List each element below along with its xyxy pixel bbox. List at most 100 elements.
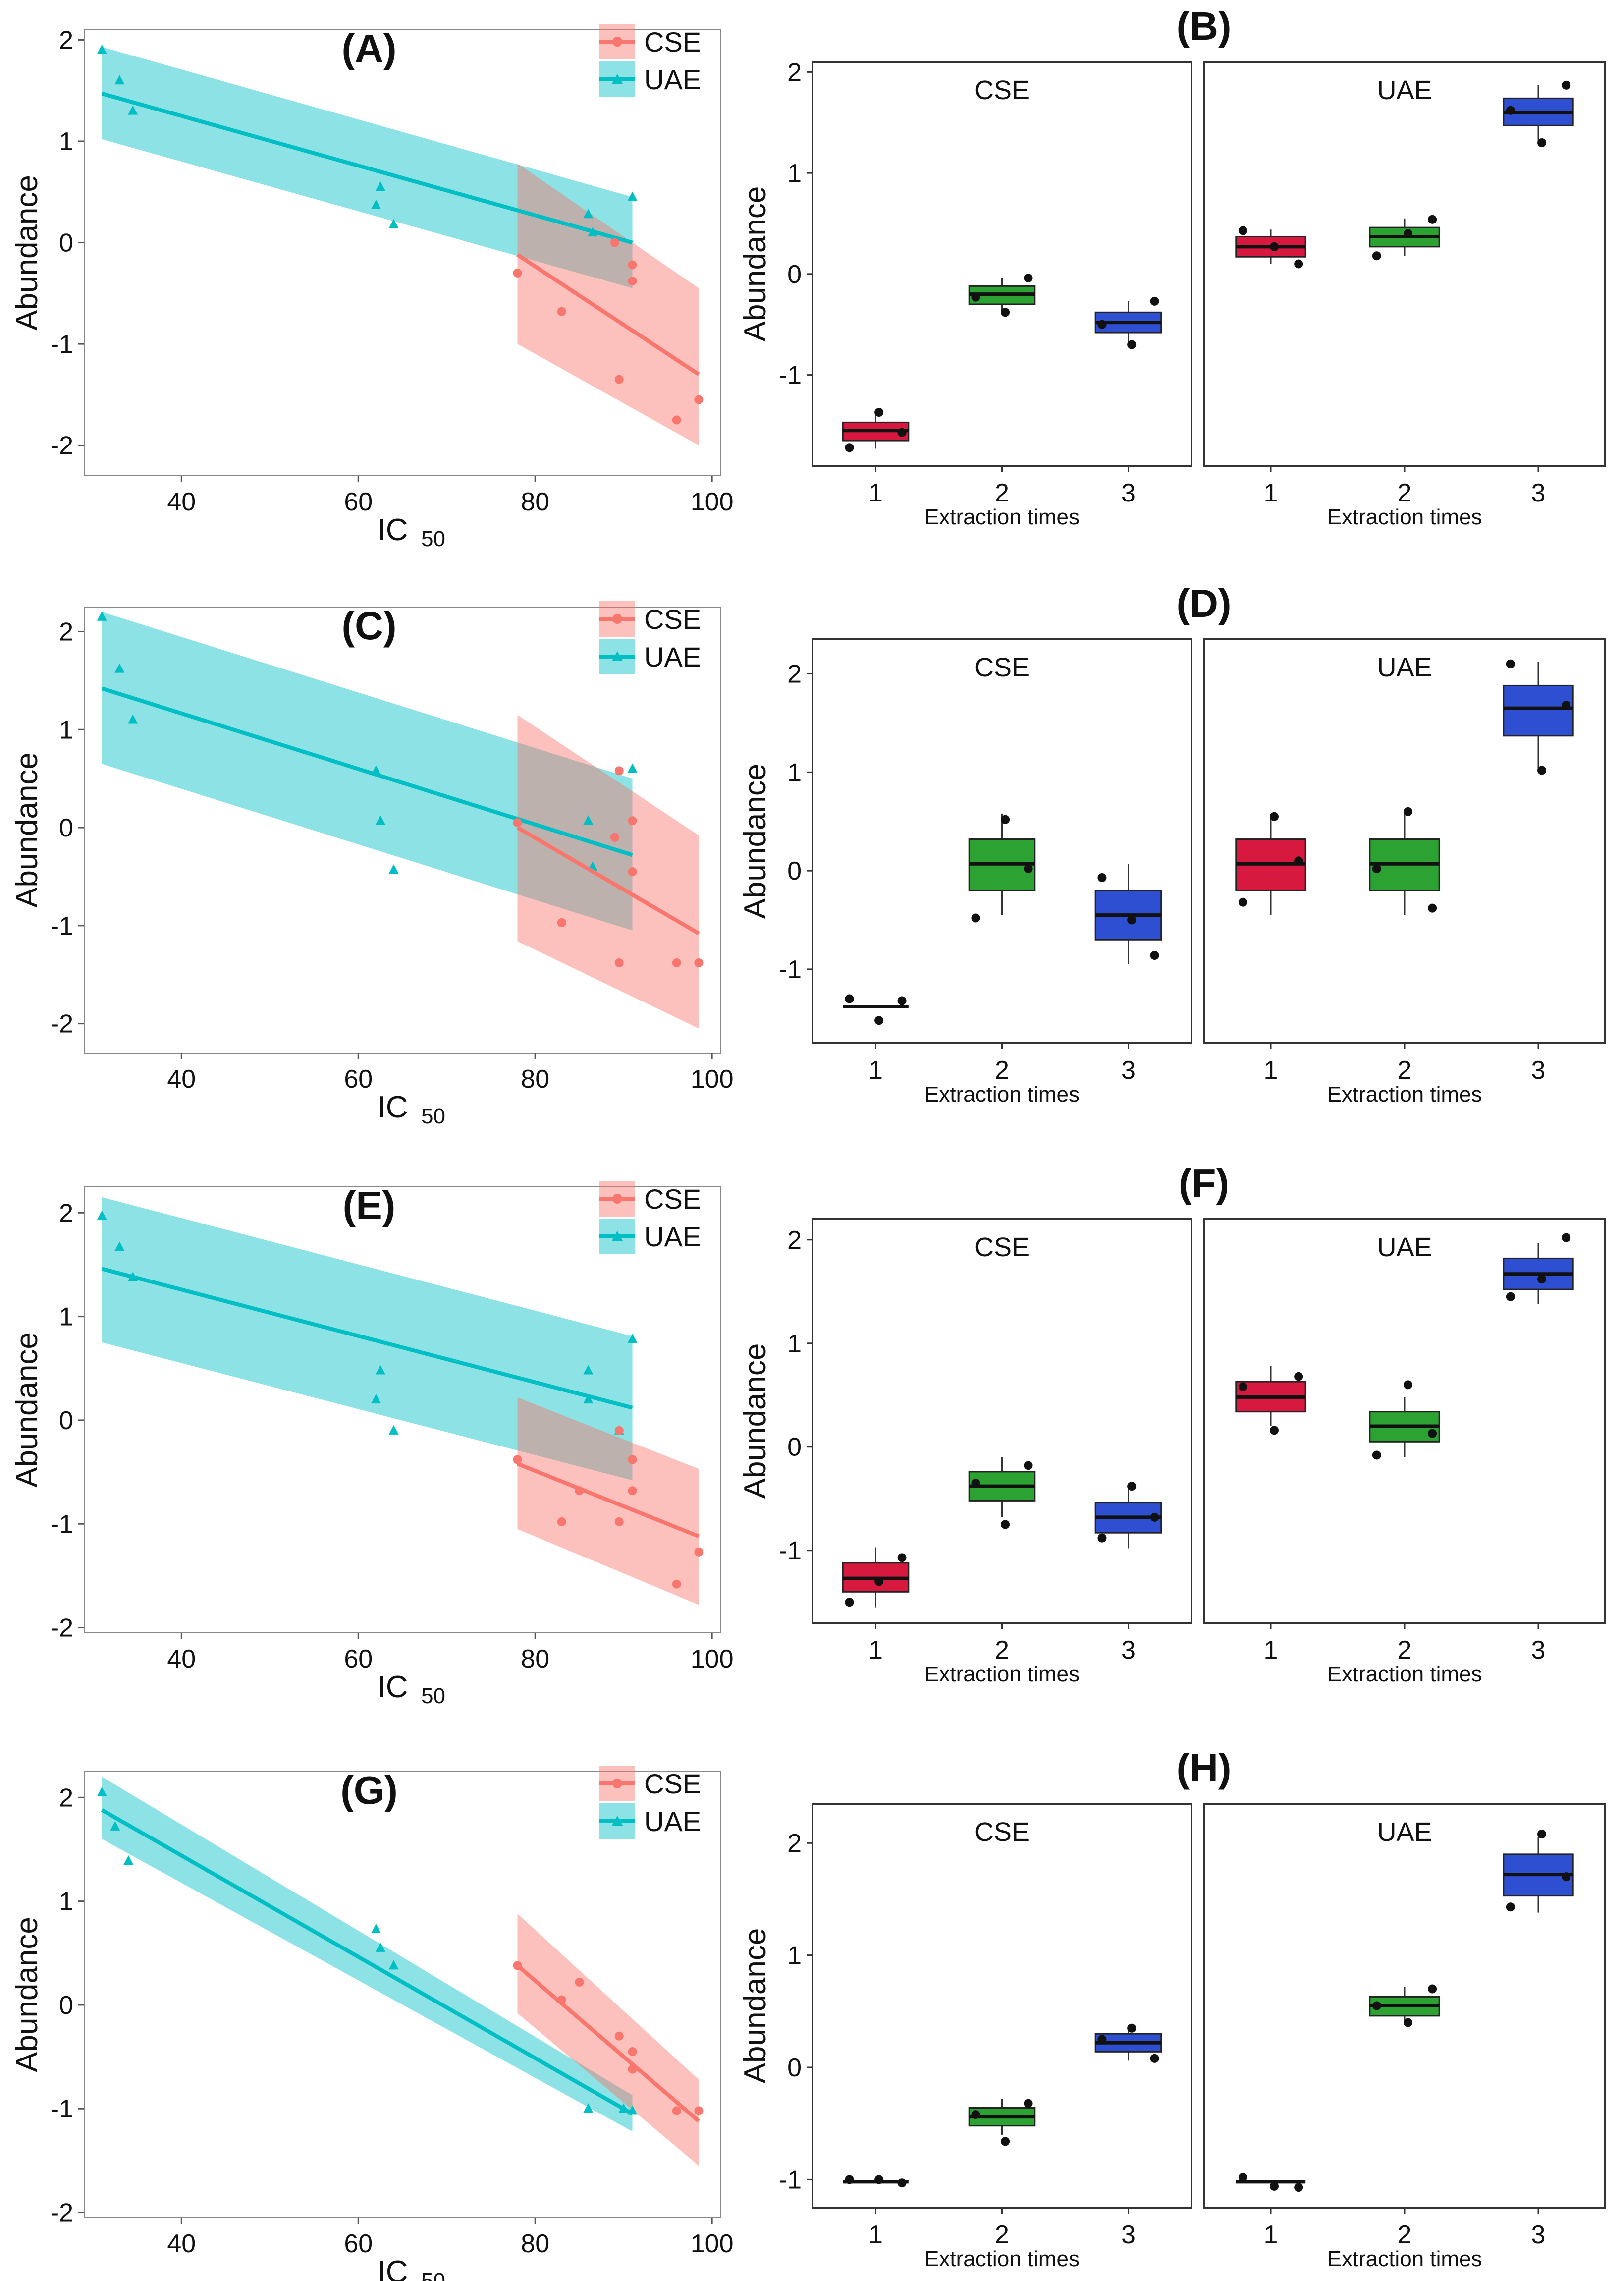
y-axis-title: Abundance <box>738 1343 772 1499</box>
data-point <box>1270 2181 1279 2191</box>
y-tick-label: 2 <box>59 1783 73 1812</box>
data-point-cse <box>628 2047 637 2057</box>
data-point <box>1001 2137 1010 2146</box>
data-point-uae <box>627 1334 638 1343</box>
scatter-panel-C: 40 60 80 100 -2 -1 0 1 2 IC 50 Abundance CSE UAE (C) <box>10 601 734 1128</box>
data-point-uae <box>128 1272 138 1281</box>
data-point-uae <box>627 763 638 773</box>
box-panel-F: (F) CSE 1 2 3 Extraction times UAE 1 2 3 Extractio… <box>738 1161 1606 1686</box>
x-tick-label: 2 <box>995 2221 1009 2249</box>
facet-frame <box>812 61 1192 467</box>
x-axis-title: Extraction times <box>924 505 1080 529</box>
x-tick-label: 3 <box>1121 2221 1136 2249</box>
x-tick-label: 40 <box>167 1065 196 1094</box>
data-point-cse <box>557 1517 566 1527</box>
facet-cse: CSE 1 2 3 Extraction times <box>812 1803 1192 2271</box>
y-tick-label: -2 <box>51 1010 73 1039</box>
facet-cse: CSE 1 2 3 Extraction times <box>812 61 1192 529</box>
x-tick-label: 80 <box>521 488 549 516</box>
facet-strip-label: CSE <box>974 1817 1029 1847</box>
data-point-cse <box>614 1517 624 1527</box>
data-point-uae <box>588 227 598 237</box>
y-axis-title: Abundance <box>738 186 772 342</box>
x-tick-label: 3 <box>1121 479 1136 507</box>
x-tick-label: 1 <box>868 1636 883 1665</box>
data-point <box>1506 1902 1515 1912</box>
x-axis-title: IC <box>378 513 408 547</box>
data-point-cse <box>614 1426 624 1435</box>
data-point-uae <box>97 611 107 621</box>
y-tick-label: 0 <box>59 229 73 258</box>
confidence-band-cse <box>517 1913 699 2166</box>
plot-area <box>84 29 721 476</box>
data-point <box>1562 701 1571 710</box>
data-point <box>874 1577 884 1586</box>
data-point-cse <box>575 1486 584 1496</box>
data-point <box>1537 138 1547 147</box>
data-point-cse <box>513 268 522 278</box>
panel-label: (F) <box>1179 1161 1229 1205</box>
y-tick-label: 0 <box>59 1406 73 1435</box>
legend-label: CSE <box>644 604 701 635</box>
x-axis-title: IC <box>378 2255 408 2281</box>
panel-label: (G) <box>340 1768 398 1812</box>
data-point <box>1537 1275 1547 1284</box>
facet-strip-label: CSE <box>974 75 1029 105</box>
x-tick-label: 100 <box>691 1065 734 1094</box>
y-tick-label: 0 <box>787 2054 802 2082</box>
data-point-cse <box>628 867 637 877</box>
x-tick-label: 80 <box>521 1645 549 1673</box>
data-point-uae <box>371 1924 381 1934</box>
x-axis-title: IC <box>378 1090 408 1124</box>
fit-line-cse <box>516 1964 700 2123</box>
fit-line-uae <box>101 92 633 245</box>
data-point <box>897 1553 907 1562</box>
y-axis-title: Abundance <box>738 764 772 919</box>
facet-strip-label: CSE <box>974 1232 1029 1262</box>
x-tick-label: 3 <box>1121 1056 1136 1085</box>
data-point-uae <box>583 1365 594 1375</box>
y-axis-title: Abundance <box>738 1928 772 2084</box>
data-point <box>971 2110 980 2119</box>
y-tick-label: -1 <box>779 955 802 984</box>
data-point-uae <box>627 191 638 201</box>
data-point <box>845 443 854 452</box>
data-point <box>1238 897 1247 907</box>
facet-strip-label: UAE <box>1377 1817 1432 1847</box>
y-axis-title: Abundance <box>10 1332 44 1488</box>
facet-strip-label: UAE <box>1377 75 1432 105</box>
y-tick-label: -1 <box>51 2095 73 2123</box>
legend-label: UAE <box>644 1221 701 1252</box>
data-point-uae <box>627 2105 638 2115</box>
data-point-cse <box>610 238 619 247</box>
data-point-cse <box>557 918 566 927</box>
x-tick-label: 2 <box>995 1636 1009 1665</box>
box-panel-H: (H) CSE 1 2 3 Extraction times UAE 1 2 3 Extractio… <box>738 1746 1606 2271</box>
data-point-cse <box>672 958 681 968</box>
data-point-uae <box>123 1855 134 1865</box>
y-tick-label: 1 <box>59 127 73 156</box>
plot-area <box>84 1186 721 1633</box>
data-point <box>1024 2099 1033 2108</box>
x-tick-label: 1 <box>1264 2221 1278 2249</box>
x-axis-title-subscript: 50 <box>421 1104 445 1128</box>
data-point-cse <box>614 766 624 776</box>
data-point <box>1404 229 1413 238</box>
data-point-cse <box>694 2106 704 2115</box>
fit-line-cse <box>516 826 700 936</box>
data-point <box>1001 815 1010 824</box>
data-point <box>1024 274 1033 283</box>
facet-uae: UAE 1 2 3 Extraction times <box>1203 61 1606 529</box>
data-point-cse <box>672 1579 681 1589</box>
legend-label: UAE <box>644 1806 701 1837</box>
y-tick-label: 2 <box>59 1199 73 1227</box>
box-panel-B: (B) CSE 1 2 3 Extraction times UAE 1 2 3 Extractio… <box>738 4 1606 529</box>
data-point <box>1127 2023 1137 2033</box>
data-point-cse <box>628 816 637 826</box>
fit-line-uae <box>101 1808 634 2116</box>
data-point-cse <box>557 1995 566 2004</box>
confidence-band-cse <box>517 164 699 445</box>
data-point-uae <box>371 1394 381 1404</box>
data-point-uae <box>97 44 107 54</box>
